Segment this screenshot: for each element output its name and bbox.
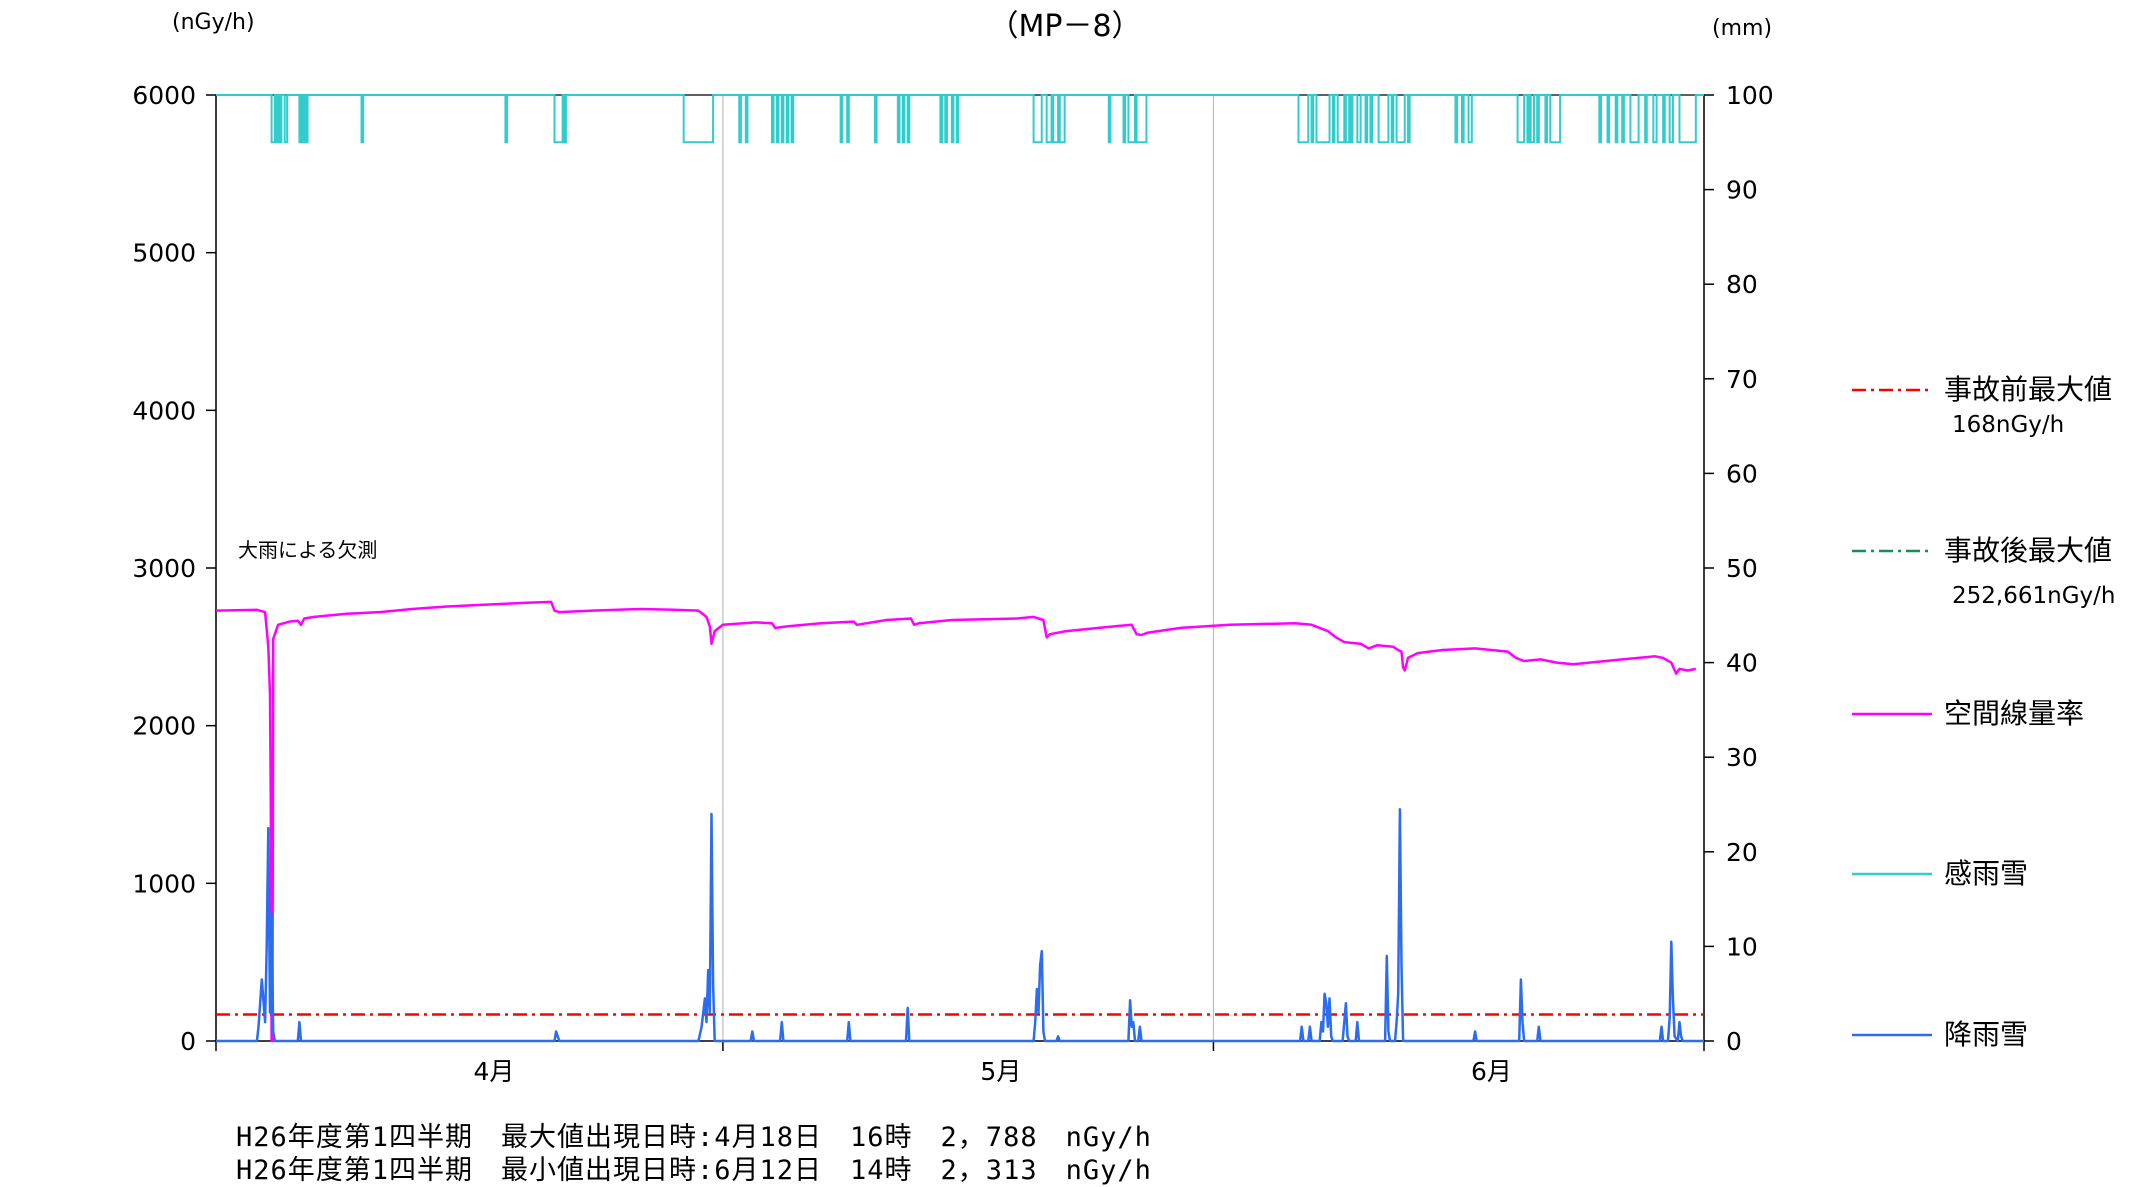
left-tick-label: 3000 (132, 554, 196, 583)
footer-min-value: H26年度第1四半期 最小値出現日時:6月12日 14時 2，313 nGy/h (236, 1155, 1152, 1186)
left-tick-label: 5000 (132, 239, 196, 268)
right-tick-label: 60 (1726, 459, 1758, 488)
precipitation-line (216, 807, 1704, 1043)
rain-sensor-line (216, 94, 1704, 144)
x-gridlines (215, 95, 1705, 1041)
left-axis-unit: (nGy/h) (172, 10, 255, 35)
legend-label-dose: 空間線量率 (1944, 697, 2084, 730)
right-tick-label: 50 (1726, 554, 1758, 583)
legend-sub-post_max: 252,661nGy/h (1952, 583, 2115, 609)
x-tick-label: 4月 (474, 1057, 515, 1086)
right-tick-label: 30 (1726, 743, 1758, 772)
x-axis-ticks: 4月 5月 6月 (215, 1041, 1705, 1086)
right-tick-label: 40 (1726, 649, 1758, 678)
right-tick-label: 0 (1726, 1027, 1742, 1056)
right-axis-unit: (mm) (1712, 16, 1772, 41)
legend: 事故前最大値 168nGy/h 事故後最大値 252,661nGy/h 空間線量率感雨雪… (1852, 373, 2115, 1051)
missing-data-annotation: 大雨による欠測 (238, 538, 377, 562)
left-axis-ticks: 0 1000 2000 3000 4000 5000 6000 (132, 81, 216, 1056)
footer-max-value: H26年度第1四半期 最大値出現日時:4月18日 16時 2，788 nGy/h (236, 1122, 1152, 1153)
legend-label-post_max: 事故後最大値 (1944, 534, 2112, 567)
left-tick-label: 6000 (132, 81, 196, 110)
right-tick-label: 90 (1726, 176, 1758, 205)
chart-title: （MP－8） (988, 9, 1141, 44)
legend-sub-pre_max: 168nGy/h (1952, 412, 2064, 438)
dose-rate-line (215, 600, 1697, 1043)
x-tick-label: 5月 (980, 1057, 1021, 1086)
right-axis-ticks: 0 10 20 30 40 50 60 70 80 90 100 (1704, 81, 1774, 1056)
left-tick-label: 0 (180, 1027, 196, 1056)
axes (215, 94, 1705, 1042)
page-number: 45 (0, 555, 4, 583)
legend-label-pre_max: 事故前最大値 (1944, 373, 2112, 406)
series-layer (215, 94, 1704, 1043)
legend-label-precip: 降雨雪 (1944, 1018, 2028, 1051)
left-tick-label: 4000 (132, 396, 196, 425)
right-tick-label: 70 (1726, 365, 1758, 394)
legend-label-rain_sensor: 感雨雪 (1944, 857, 2028, 890)
right-tick-label: 100 (1726, 81, 1774, 110)
left-tick-label: 2000 (132, 712, 196, 741)
x-tick-label: 6月 (1471, 1057, 1512, 1086)
right-tick-label: 10 (1726, 932, 1758, 961)
right-tick-label: 80 (1726, 270, 1758, 299)
left-tick-label: 1000 (132, 869, 196, 898)
right-tick-label: 20 (1726, 838, 1758, 867)
